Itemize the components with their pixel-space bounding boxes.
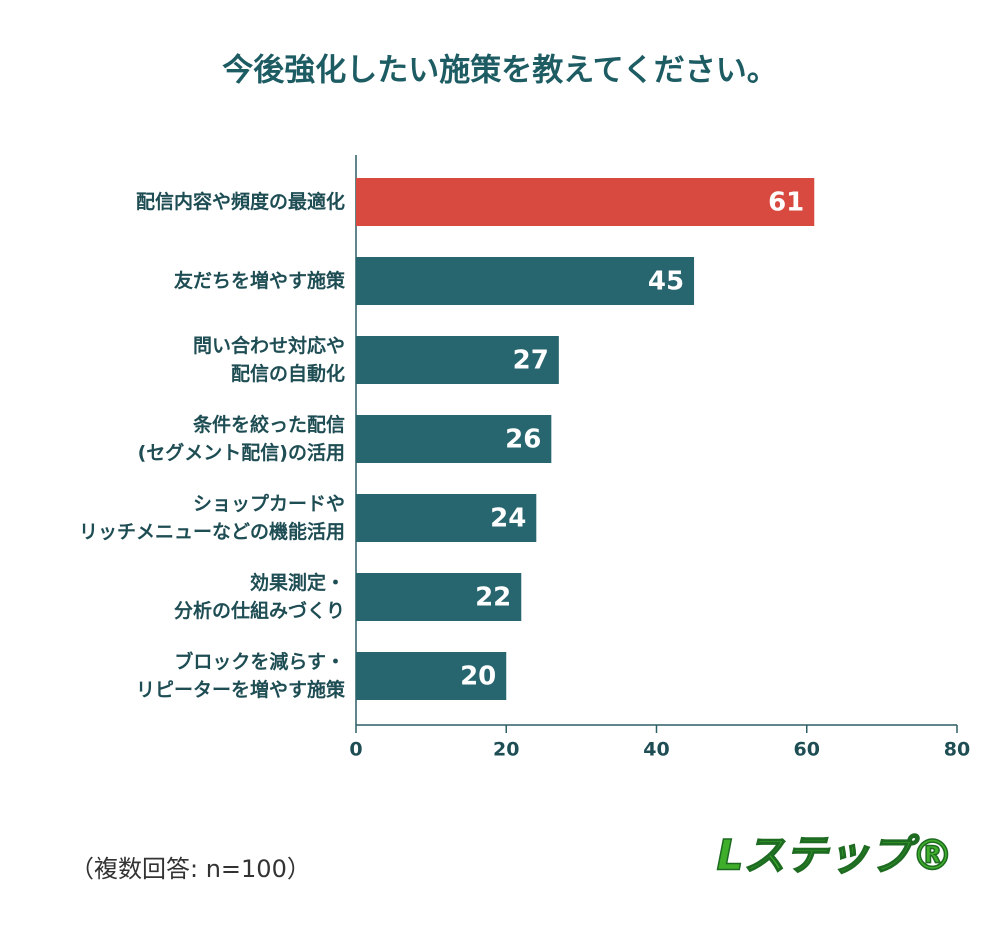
category-label: 問い合わせ対応や 配信の自動化 xyxy=(192,335,345,385)
value-label: 26 xyxy=(505,425,541,455)
value-label: 61 xyxy=(768,188,804,218)
bar xyxy=(356,178,815,226)
value-label: 45 xyxy=(648,267,684,297)
x-tick-label: 60 xyxy=(794,739,820,761)
chart-title: 今後強化したい施策を教えてください。 xyxy=(222,53,778,89)
x-tick-label: 0 xyxy=(349,739,362,761)
bar xyxy=(356,494,537,542)
x-tick-label: 20 xyxy=(493,739,519,761)
logo: Lステップ® xyxy=(717,831,954,880)
value-label: 20 xyxy=(460,662,496,692)
category-label: 友だちを増やす施策 xyxy=(173,270,345,292)
bar xyxy=(356,573,522,621)
value-label: 27 xyxy=(513,346,549,376)
category-label: ショップカードや リッチメニューなどの機能活用 xyxy=(78,493,345,543)
bar xyxy=(356,257,695,305)
value-label: 24 xyxy=(490,504,526,534)
bar xyxy=(356,336,559,384)
category-label: 配信内容や頻度の最適化 xyxy=(135,191,345,213)
bar xyxy=(356,652,507,700)
note: （複数回答: n=100） xyxy=(70,855,311,883)
bar xyxy=(356,415,552,463)
x-tick-label: 80 xyxy=(944,739,970,761)
category-label: 条件を絞った配信 (セグメント配信)の活用 xyxy=(137,414,345,464)
x-tick-label: 40 xyxy=(643,739,669,761)
category-label: 効果測定・ 分析の仕組みづくり xyxy=(173,572,345,622)
value-label: 22 xyxy=(475,583,511,613)
category-label: ブロックを減らす・ リピーターを増やす施策 xyxy=(135,651,345,701)
